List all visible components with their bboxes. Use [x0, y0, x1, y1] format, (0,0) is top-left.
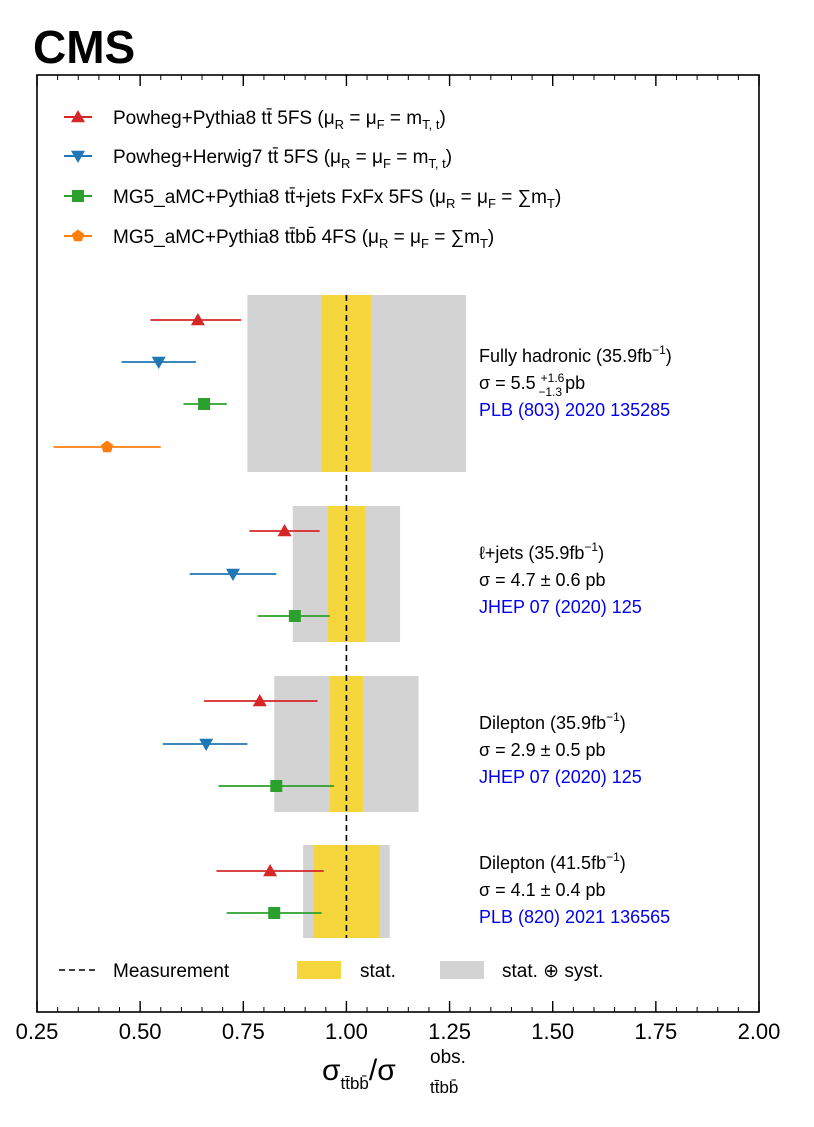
- prediction-marker-0-mg5_ttbb: [101, 440, 114, 453]
- legend-label-powheg_herwig7: Powheg+Herwig7 tt̄ 5FS (μR = μF = mT, t): [113, 147, 452, 171]
- measurement-xsec-3: σ = 4.1 ± 0.4 pb: [479, 880, 606, 900]
- measurement-title-2: Dilepton (35.9fb−1): [479, 710, 626, 733]
- prediction-marker-2-powheg_pythia8: [252, 694, 267, 707]
- legend-label-powheg_pythia8: Powheg+Pythia8 tt̄ 5FS (μR = μF = mT, t): [113, 108, 446, 132]
- x-tick-label: 0.25: [16, 1019, 59, 1044]
- plot-frame: [36, 74, 760, 1013]
- measurement-xsec-0: σ = 5.5 +1.6 −1.3 pb: [479, 371, 585, 399]
- stat-band-0: [321, 295, 372, 472]
- x-tick-label: 0.75: [222, 1019, 265, 1044]
- measurement-reference-2: JHEP 07 (2020) 125: [479, 767, 642, 787]
- experiment-label: CMS: [33, 21, 136, 73]
- x-axis-label-text: σtt̄bb̄/σ: [322, 1054, 396, 1093]
- x-axis-label-superscript: obs.: [430, 1047, 466, 1068]
- legend-marker-powheg_pythia8: [71, 110, 85, 123]
- measurement-reference-0: PLB (803) 2020 135285: [479, 400, 670, 420]
- x-tick-label: 1.50: [531, 1019, 574, 1044]
- prediction-marker-0-mg5_fxfx: [198, 398, 211, 410]
- prediction-marker-0-powheg_pythia8: [190, 313, 205, 326]
- x-tick-label: 1.75: [634, 1019, 677, 1044]
- x-tick-label: 1.00: [325, 1019, 368, 1044]
- measurement-xsec-1: σ = 4.7 ± 0.6 pb: [479, 570, 606, 590]
- legend-label-mg5_fxfx: MG5_aMC+Pythia8 tt̄+jets FxFx 5FS (μR = …: [113, 187, 561, 211]
- legend-marker-powheg_herwig7: [71, 150, 85, 163]
- x-axis-label-subscript: tt̄bb̄: [430, 1078, 458, 1097]
- legend-measurement-label: Measurement: [113, 961, 230, 982]
- legend: Powheg+Pythia8 tt̄ 5FS (μR = μF = mT, t)…: [64, 108, 561, 251]
- measurement-title-0: Fully hadronic (35.9fb−1): [479, 343, 672, 366]
- measurement-title-3: Dilepton (41.5fb−1): [479, 850, 626, 873]
- prediction-marker-2-mg5_fxfx: [270, 780, 283, 792]
- prediction-marker-2-powheg_herwig7: [199, 738, 214, 751]
- measurement-xsec-2: σ = 2.9 ± 0.5 pb: [479, 740, 606, 760]
- prediction-marker-1-powheg_pythia8: [277, 524, 292, 537]
- bottom-legend: Measurement stat. stat. ⊕ syst.: [59, 961, 603, 982]
- x-tick-label: 2.00: [738, 1019, 781, 1044]
- measurement-reference-3: PLB (820) 2021 136565: [479, 907, 670, 927]
- x-axis-label: σtt̄bb̄/σ obs. tt̄bb̄: [322, 1047, 466, 1097]
- legend-syst-label: stat. ⊕ syst.: [502, 961, 603, 982]
- x-axis: 0.25 0.50 0.75 1.00 1.25 1.50 1.75 2.00: [16, 75, 781, 1044]
- legend-stat-swatch: [297, 961, 341, 979]
- x-tick-label: 0.50: [119, 1019, 162, 1044]
- x-tick-label: 1.25: [428, 1019, 471, 1044]
- prediction-marker-0-powheg_herwig7: [151, 356, 166, 369]
- legend-marker-mg5_fxfx: [72, 190, 84, 202]
- prediction-markers: [53, 313, 335, 919]
- prediction-marker-3-powheg_pythia8: [263, 864, 278, 877]
- prediction-marker-1-powheg_herwig7: [225, 568, 240, 581]
- measurement-labels: Fully hadronic (35.9fb−1) σ = 5.5 +1.6 −1.…: [479, 343, 672, 927]
- legend-marker-mg5_ttbb: [71, 229, 85, 242]
- legend-label-mg5_ttbb: MG5_aMC+Pythia8 tt̄bb̄ 4FS (μR = μF = ∑m…: [113, 227, 494, 251]
- legend-stat-label: stat.: [360, 961, 396, 982]
- prediction-marker-3-mg5_fxfx: [268, 907, 281, 919]
- measurement-reference-1: JHEP 07 (2020) 125: [479, 597, 642, 617]
- legend-syst-swatch: [440, 961, 484, 979]
- prediction-marker-1-mg5_fxfx: [288, 610, 301, 622]
- measurement-title-1: ℓ+jets (35.9fb−1): [479, 540, 604, 563]
